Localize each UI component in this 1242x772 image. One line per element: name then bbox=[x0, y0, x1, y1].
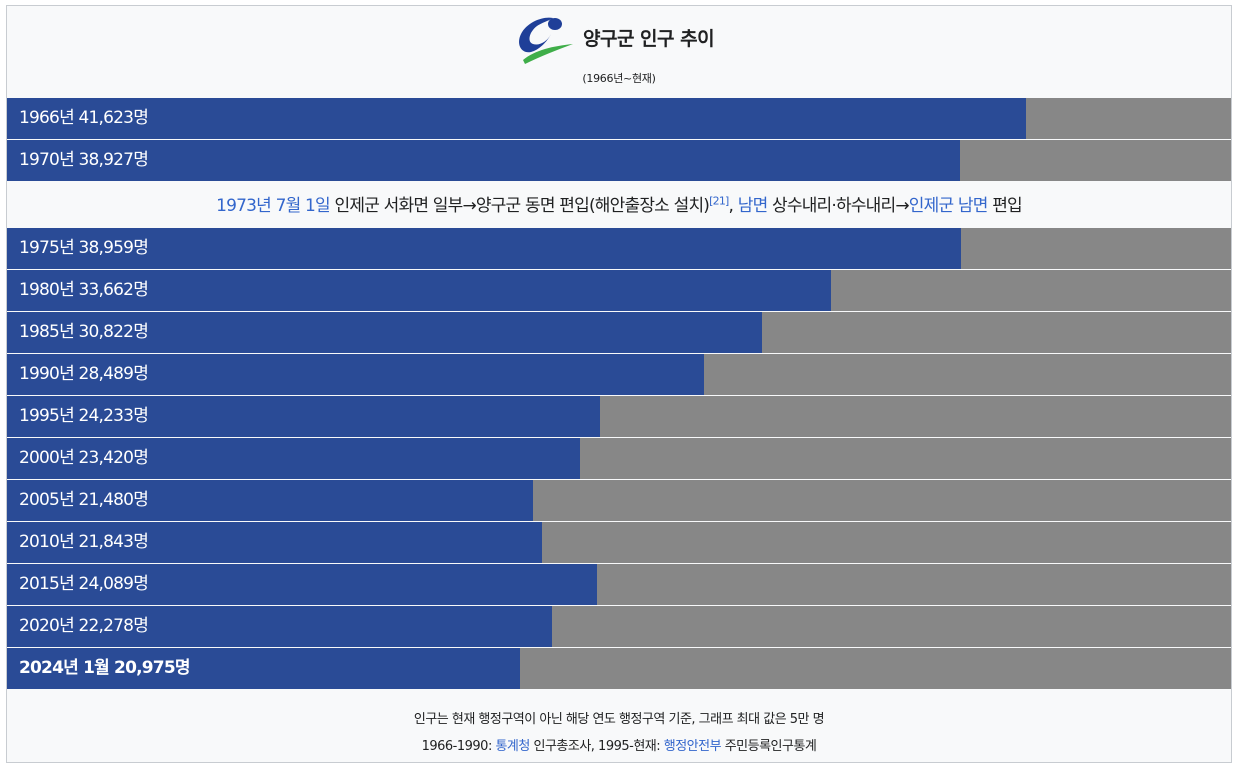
statistics-korea-link[interactable]: 통계청 bbox=[495, 739, 530, 754]
chart-footer: 인구는 현재 행정구역이 아닌 해당 연도 행정구역 기준, 그래프 최대 값은… bbox=[7, 696, 1231, 762]
chart-header: 양구군 인구 추이 (1966년~현재) bbox=[7, 6, 1231, 98]
bar-row: 2000년 23,420명 bbox=[7, 438, 1231, 479]
note-text-1: 인제군 서화면 일부→양구군 동면 편입(해안출장소 설치) bbox=[329, 196, 710, 216]
source-text-b: 인구총조사, 1995-현재: bbox=[529, 739, 664, 754]
population-bar bbox=[7, 522, 542, 563]
source-text-c: 주민등록인구통계 bbox=[721, 739, 817, 754]
bar-label: 2020년 22,278명 bbox=[19, 616, 149, 636]
bar-row: 2024년 1월 20,975명 bbox=[7, 648, 1231, 689]
population-chart-frame: 양구군 인구 추이 (1966년~현재) 1966년 41,623명 1970년 … bbox=[6, 5, 1232, 763]
bar-row: 1985년 30,822명 bbox=[7, 312, 1231, 353]
population-bar bbox=[7, 98, 1026, 139]
boundary-change-note: 1973년 7월 1일 인제군 서화면 일부→양구군 동면 편입(해안출장소 설… bbox=[7, 184, 1231, 228]
bar-label: 1975년 38,959명 bbox=[19, 238, 149, 258]
bar-label: 2005년 21,480명 bbox=[19, 490, 149, 510]
bar-label: 1990년 28,489명 bbox=[19, 364, 149, 384]
population-bar bbox=[7, 228, 961, 269]
footer-sources: 1966-1990: 통계청 인구총조사, 1995-현재: 행정안전부 주민등… bbox=[7, 735, 1231, 754]
bar-label: 1970년 38,927명 bbox=[19, 150, 149, 170]
population-bar bbox=[7, 270, 831, 311]
reference-link[interactable]: [21] bbox=[709, 194, 729, 208]
bar-row: 2005년 21,480명 bbox=[7, 480, 1231, 521]
bar-row: 2010년 21,843명 bbox=[7, 522, 1231, 563]
population-bar bbox=[7, 648, 520, 689]
nammyeon-link[interactable]: 남면 bbox=[737, 196, 768, 216]
bar-label: 1995년 24,233명 bbox=[19, 406, 149, 426]
chart-subtitle: (1966년~현재) bbox=[582, 72, 656, 85]
population-bar bbox=[7, 140, 960, 181]
bar-row: 1995년 24,233명 bbox=[7, 396, 1231, 437]
footer-note: 인구는 현재 행정구역이 아닌 해당 연도 행정구역 기준, 그래프 최대 값은… bbox=[413, 712, 825, 727]
note-text-3: 편입 bbox=[987, 196, 1023, 216]
inje-nammyeon-link[interactable]: 인제군 남면 bbox=[908, 196, 989, 216]
bar-label: 1985년 30,822명 bbox=[19, 322, 149, 342]
bar-label: 1966년 41,623명 bbox=[19, 108, 149, 128]
bar-row: 1970년 38,927명 bbox=[7, 140, 1231, 181]
bar-label: 2024년 1월 20,975명 bbox=[19, 658, 191, 678]
bar-row: 2020년 22,278명 bbox=[7, 606, 1231, 647]
population-bar bbox=[7, 606, 552, 647]
population-bar bbox=[7, 438, 580, 479]
source-text-a: 1966-1990: bbox=[421, 739, 496, 754]
yanggu-emblem-icon bbox=[519, 17, 573, 64]
population-bar bbox=[7, 312, 762, 353]
population-bar bbox=[7, 564, 597, 605]
bar-label: 2000년 23,420명 bbox=[19, 448, 149, 468]
bar-row: 1980년 33,662명 bbox=[7, 270, 1231, 311]
chart-title: 양구군 인구 추이 bbox=[583, 28, 715, 50]
bar-row: 1975년 38,959명 bbox=[7, 228, 1231, 269]
population-bar bbox=[7, 396, 600, 437]
population-bar bbox=[7, 480, 533, 521]
bar-label: 1980년 33,662명 bbox=[19, 280, 149, 300]
population-bar bbox=[7, 354, 704, 395]
bar-row: 2015년 24,089명 bbox=[7, 564, 1231, 605]
note-text-2: 상수내리·하수내리→ bbox=[767, 196, 910, 216]
note-separator: , bbox=[728, 196, 738, 216]
bar-label: 2015년 24,089명 bbox=[19, 574, 149, 594]
bar-row: 1966년 41,623명 bbox=[7, 98, 1231, 139]
mois-link[interactable]: 행정안전부 bbox=[663, 739, 722, 754]
bar-label: 2010년 21,843명 bbox=[19, 532, 149, 552]
bar-row: 1990년 28,489명 bbox=[7, 354, 1231, 395]
date-link[interactable]: 1973년 7월 1일 bbox=[216, 196, 331, 216]
